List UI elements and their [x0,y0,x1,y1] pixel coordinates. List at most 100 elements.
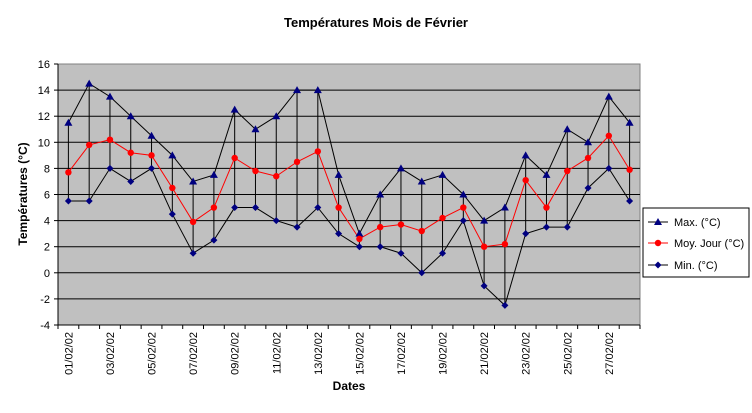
legend-label: Moy. Jour (°C) [674,238,744,250]
series-markers [64,79,634,309]
data-point-circle [501,240,509,248]
gridlines [58,89,640,300]
data-point-triangle [189,177,198,185]
data-point-diamond [480,282,488,290]
x-axis-title: Dates [333,379,366,393]
data-point-triangle [85,79,94,87]
data-point-diamond [355,243,363,251]
data-point-diamond [168,210,176,218]
data-point-triangle [230,105,239,113]
x-tick-label: 19/02/02 [438,332,450,375]
data-point-circle [376,223,384,231]
x-tick-label: 07/02/02 [188,332,200,375]
data-point-diamond [439,249,447,257]
data-point-circle [564,167,571,175]
series-lines [67,82,631,307]
x-tick-label: 03/02/02 [105,332,117,375]
data-point-triangle [480,216,489,224]
data-point-circle [314,148,322,155]
data-point-circle [231,154,238,162]
data-point-triangle [563,125,572,133]
data-point-diamond [563,223,571,231]
data-point-circle [543,204,550,211]
x-tick-label: 21/02/02 [479,332,491,375]
data-point-diamond [542,223,550,231]
data-point-circle [293,158,301,166]
data-point-diamond [522,230,530,238]
data-point-circle [418,227,425,235]
y-axis-title: Températures (°C) [16,142,30,245]
data-point-triangle [438,170,447,178]
y-tick-label: 6 [44,190,50,202]
data-point-circle [335,204,342,211]
data-point-circle [106,136,114,143]
data-point-triangle [209,170,218,178]
data-point-diamond [293,223,301,231]
data-point-triangle [293,86,302,94]
data-point-diamond [106,164,114,172]
y-tick-label: 4 [44,216,50,228]
data-point-triangle [147,131,156,139]
y-tick-label: 12 [38,111,50,123]
y-tick-label: 2 [44,242,50,254]
x-tick-label: 09/02/02 [230,332,242,375]
data-point-diamond [335,230,343,238]
data-point-diamond [251,204,259,212]
data-point-diamond [210,236,218,244]
data-point-diamond [231,204,239,212]
chart-title: Températures Mois de Février [284,15,468,30]
data-point-circle [169,184,176,192]
data-point-triangle [604,92,613,100]
data-point-diamond [148,164,156,172]
series-line-2 [68,167,631,307]
y-tick-label: 14 [38,85,50,97]
data-point-diamond [314,204,322,212]
data-point-circle [273,173,280,180]
data-point-circle [397,221,405,228]
y-tick-label: 10 [38,137,50,149]
data-point-circle [626,166,633,173]
x-tick-label: 25/02/02 [562,332,574,375]
x-tick-label: 17/02/02 [396,332,408,375]
x-tick-label: 01/02/02 [63,332,75,375]
data-point-triangle [521,151,530,159]
data-point-triangle [105,92,114,100]
data-point-circle [148,152,155,159]
data-point-diamond [127,177,135,185]
legend-marker-triangle [654,218,662,225]
y-axis: -4 -2 0 2 4 6 8 10 12 14 16 [38,59,59,332]
data-point-triangle [396,164,405,172]
data-point-circle [460,204,467,211]
data-point-triangle [126,112,135,120]
data-point-triangle [272,112,281,120]
data-point-circle [252,167,259,175]
data-point-diamond [418,269,426,277]
legend-marker-circle [654,239,662,247]
x-tick-label: 23/02/02 [521,332,533,375]
data-point-triangle [542,170,551,178]
y-tick-label: -4 [40,320,50,332]
data-point-diamond [272,217,280,225]
data-point-triangle [417,177,426,185]
data-point-triangle [355,229,364,237]
data-point-triangle [64,118,73,126]
x-tick-label: 13/02/02 [313,332,325,375]
x-tick-label: 27/02/02 [604,332,616,375]
data-point-triangle [376,190,385,198]
data-point-circle [65,169,72,176]
data-point-diamond [501,301,509,309]
data-point-diamond [189,249,197,257]
data-point-circle [439,214,446,222]
data-point-diamond [397,249,405,257]
data-point-circle [584,154,592,162]
data-point-triangle [584,138,593,146]
data-point-circle [189,218,197,226]
y-tick-label: 8 [44,163,50,175]
series-line-0 [67,82,630,235]
data-point-diamond [64,197,72,205]
data-point-diamond [605,164,613,172]
x-axis: 01/02/02 03/02/02 05/02/02 07/02/02 09/02/02… [57,324,641,375]
data-point-triangle [459,190,468,198]
data-point-triangle [251,125,260,133]
